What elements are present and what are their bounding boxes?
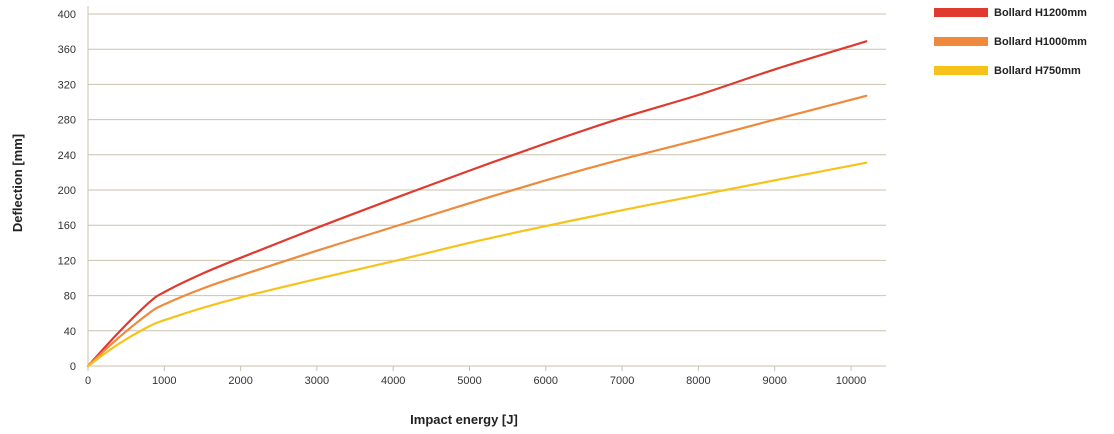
- x-tick-label: 9000: [762, 375, 786, 387]
- legend-swatch: [934, 37, 988, 46]
- y-tick-label: 40: [64, 326, 76, 338]
- x-tick-label: 5000: [457, 375, 481, 387]
- series-line-0: [86, 40, 868, 368]
- y-tick-label: 0: [70, 361, 76, 373]
- legend: Bollard H1200mm Bollard H1000mm Bollard H7…: [934, 7, 1087, 77]
- y-tick-label: 120: [58, 255, 76, 267]
- legend-label: Bollard H750mm: [994, 65, 1081, 77]
- legend-swatch: [934, 66, 988, 75]
- legend-label: Bollard H1200mm: [994, 7, 1087, 19]
- y-axis-label: Deflection [mm]: [10, 134, 25, 232]
- y-tick-label: 360: [58, 44, 76, 56]
- x-tick-label: 6000: [534, 375, 558, 387]
- x-tick-label: 2000: [228, 375, 252, 387]
- series-lines: [86, 40, 868, 368]
- y-tick-label: 200: [58, 185, 76, 197]
- x-tick-label: 7000: [610, 375, 634, 387]
- y-tick-label: 80: [64, 291, 76, 303]
- y-tick-label: 240: [58, 150, 76, 162]
- series-line-1: [86, 94, 868, 368]
- x-tick-label: 1000: [152, 375, 176, 387]
- x-tick-label: 0: [85, 375, 91, 387]
- series-line-2: [86, 161, 868, 368]
- legend-label: Bollard H1000mm: [994, 36, 1087, 48]
- y-tick-label: 320: [58, 79, 76, 91]
- x-tick-label: 8000: [686, 375, 710, 387]
- x-tick-label: 3000: [305, 375, 329, 387]
- x-axis-ticks: 0 1000 2000 3000 4000 5000 6000 7000 8000 9000 100…: [85, 366, 866, 387]
- x-tick-label: 10000: [836, 375, 867, 387]
- legend-swatch: [934, 8, 988, 17]
- x-tick-label: 4000: [381, 375, 405, 387]
- y-tick-label: 400: [58, 9, 76, 21]
- y-tick-label: 160: [58, 220, 76, 232]
- y-tick-label: 280: [58, 115, 76, 127]
- y-axis-ticks: 0 40 80 120 160 200 240 280 320 360 400: [58, 9, 76, 373]
- x-axis-label: Impact energy [J]: [410, 412, 518, 427]
- gridlines: [88, 13, 886, 367]
